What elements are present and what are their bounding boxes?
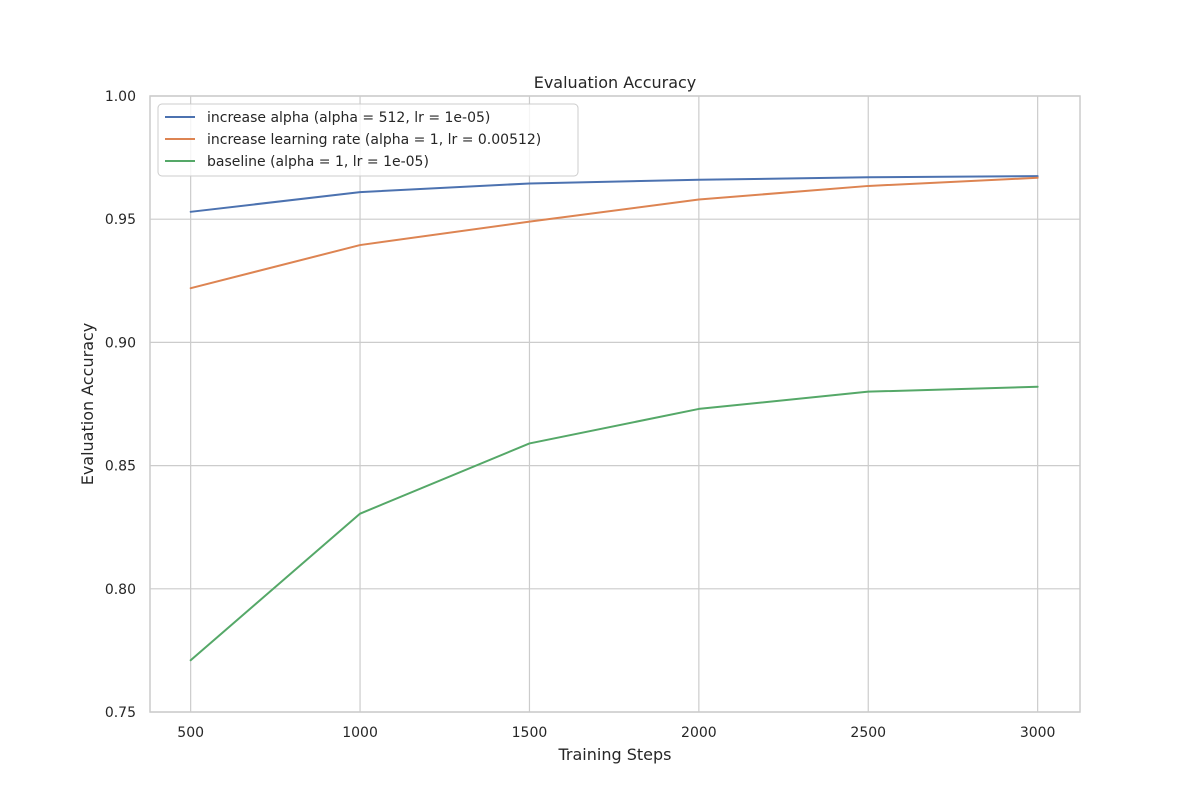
x-tick-label-1000: 1000 xyxy=(342,725,378,741)
y-tick-label-0-90: 0.90 xyxy=(105,335,136,351)
series-line-baseline xyxy=(189,385,1039,662)
legend-box xyxy=(157,103,579,177)
series-line-increase-alpha xyxy=(189,175,1039,213)
y-tick-label-0-95: 0.95 xyxy=(105,212,136,228)
x-tick-label-1500: 1500 xyxy=(512,725,548,741)
x-tick-label-2500: 2500 xyxy=(850,725,886,741)
y-tick-labels: 0.75 0.80 0.85 0.90 0.95 1.00 xyxy=(105,89,136,721)
x-tick-labels: 500 1000 1500 2000 2500 3000 xyxy=(177,725,1055,741)
series-line-increase-learning-rate xyxy=(189,176,1039,290)
legend-label-increase-learning-rate: increase learning rate (alpha = 1, lr = … xyxy=(207,132,541,148)
y-tick-label-0-75: 0.75 xyxy=(105,705,136,721)
x-tick-label-3000: 3000 xyxy=(1020,725,1056,741)
y-axis-label: Evaluation Accuracy xyxy=(78,323,97,486)
chart-title: Evaluation Accuracy xyxy=(534,73,697,92)
y-tick-label-1-00: 1.00 xyxy=(105,89,136,105)
grid-lines xyxy=(150,95,1080,713)
x-tick-label-2000: 2000 xyxy=(681,725,717,741)
legend: increase alpha (alpha = 512, lr = 1e-05)… xyxy=(157,103,579,177)
series-lines xyxy=(189,175,1039,662)
legend-label-increase-alpha: increase alpha (alpha = 512, lr = 1e-05) xyxy=(207,110,490,126)
x-axis-label: Training Steps xyxy=(558,745,672,764)
x-tick-label-500: 500 xyxy=(177,725,204,741)
y-tick-label-0-85: 0.85 xyxy=(105,459,136,475)
plot-area xyxy=(149,95,1081,713)
y-tick-label-0-80: 0.80 xyxy=(105,582,136,598)
legend-label-baseline: baseline (alpha = 1, lr = 1e-05) xyxy=(207,154,429,170)
